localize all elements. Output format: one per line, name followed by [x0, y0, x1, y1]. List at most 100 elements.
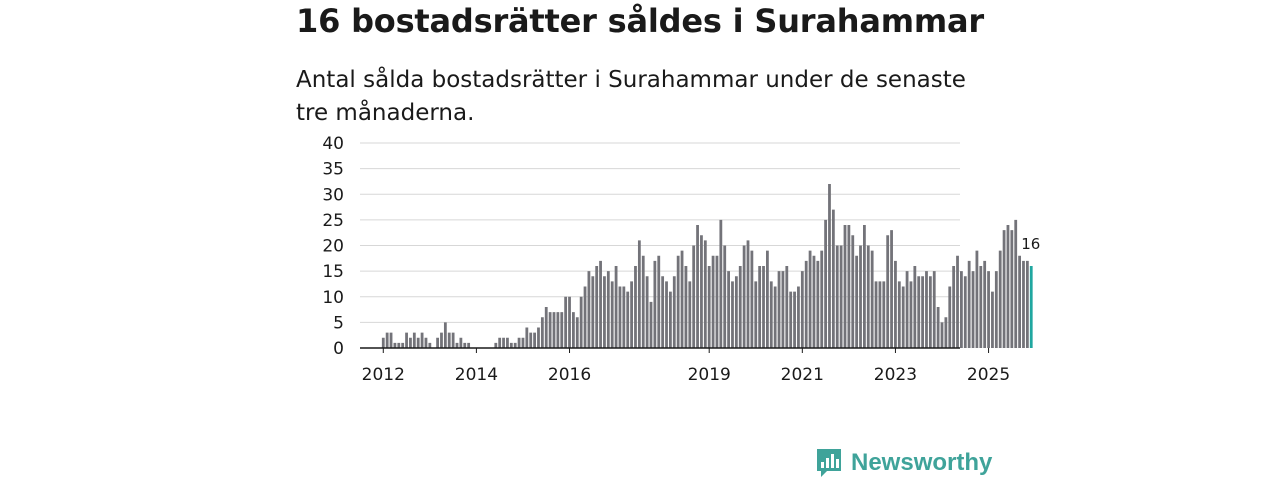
x-axis: 2012 2014 2016 2019 2021 2023 2025 [360, 347, 1010, 385]
bar [839, 245, 843, 348]
bar [1018, 255, 1021, 348]
y-tick-label: 25 [322, 211, 344, 231]
bar [789, 291, 793, 349]
bar [606, 271, 610, 349]
bar [587, 271, 591, 349]
bar [393, 342, 397, 349]
bar [575, 317, 579, 348]
bar [552, 312, 556, 349]
bar [913, 266, 917, 348]
bar [808, 250, 812, 349]
bar [812, 255, 816, 348]
bar [676, 255, 680, 348]
bar [595, 266, 599, 348]
bar [568, 296, 571, 348]
x-tick-label: 2023 [874, 365, 917, 385]
bar [894, 260, 897, 349]
bar [420, 332, 424, 349]
bar [897, 281, 901, 349]
y-tick-label: 35 [322, 160, 344, 180]
bar [560, 312, 564, 349]
bar [928, 276, 932, 348]
bars [381, 184, 1033, 349]
y-tick-label: 0 [333, 339, 344, 359]
bar [866, 245, 870, 348]
bar [506, 337, 509, 348]
bar [932, 271, 936, 349]
bar [455, 342, 459, 349]
last-value-label: 16 [1021, 235, 1040, 253]
bar [847, 225, 851, 348]
bar [401, 342, 405, 349]
bar [1025, 260, 1029, 349]
bar [389, 332, 393, 349]
bar [816, 260, 820, 349]
bar [804, 260, 808, 349]
bar [451, 332, 455, 349]
bar [463, 342, 467, 349]
chart-subtitle: Antal sålda bostadsrätter i Surahammar u… [296, 67, 966, 126]
bar [688, 281, 692, 349]
bar [700, 235, 703, 348]
bar [777, 271, 781, 349]
bar [886, 235, 890, 348]
bar [703, 240, 707, 349]
bar [711, 255, 715, 348]
bar [769, 281, 773, 349]
bar [661, 276, 665, 348]
bar [634, 266, 637, 348]
bar [967, 260, 971, 349]
y-tick-label: 10 [322, 288, 344, 308]
chart-headline: 16 bostadsrätter såldes i Surahammar [296, 2, 985, 40]
bar [537, 327, 540, 348]
bar [1022, 260, 1025, 349]
bar [800, 271, 804, 349]
bar [416, 337, 420, 348]
bar [793, 291, 796, 349]
bar [944, 317, 948, 348]
x-tick-label: 2025 [967, 365, 1010, 385]
bar [940, 322, 944, 349]
bar [975, 250, 979, 349]
bar [878, 281, 882, 349]
bar [925, 271, 928, 349]
bar [742, 245, 746, 348]
bar [824, 219, 827, 349]
bar [381, 337, 385, 348]
bar [890, 230, 893, 349]
bar [529, 332, 533, 349]
bar [831, 209, 835, 349]
y-tick-label: 20 [322, 237, 344, 257]
bar [820, 250, 824, 349]
bar [870, 250, 874, 349]
brand-name: Newsworthy [851, 449, 993, 476]
bar [603, 276, 606, 348]
bar [859, 245, 862, 348]
bar [979, 266, 983, 348]
bar [998, 250, 1002, 349]
bar [443, 322, 447, 349]
bar [610, 281, 614, 349]
x-tick-label: 2014 [455, 365, 498, 385]
bar [785, 266, 789, 348]
bar [692, 245, 696, 348]
bar [409, 337, 412, 348]
bar [412, 332, 416, 349]
bar [494, 342, 498, 349]
annotations: 16 [1021, 235, 1040, 253]
bar [447, 332, 451, 349]
bar [994, 271, 998, 349]
x-tick-label: 2012 [362, 365, 405, 385]
bar [1010, 230, 1014, 349]
bar [1002, 230, 1006, 349]
bar [385, 332, 389, 349]
bar [513, 342, 517, 349]
bar [517, 337, 521, 348]
bar [548, 312, 552, 349]
newsworthy-logo-icon [817, 449, 841, 477]
bar [960, 271, 963, 349]
bar [727, 271, 730, 349]
bar [731, 281, 734, 349]
bar [766, 250, 769, 349]
